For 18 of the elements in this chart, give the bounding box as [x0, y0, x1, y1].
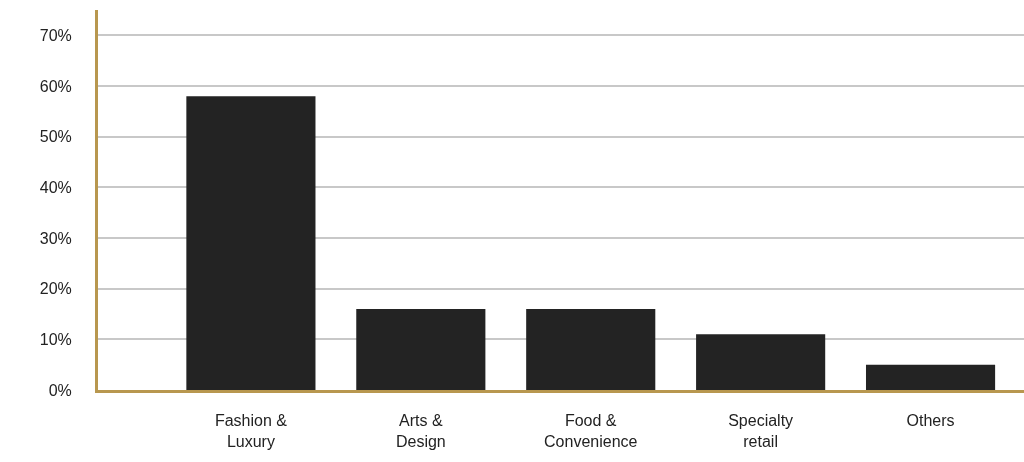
x-tick-label: Specialty retail [728, 412, 794, 450]
y-tick-label: 0% [48, 381, 72, 399]
x-tick-label: Food & Convenience [544, 412, 638, 450]
y-tick-label: 20% [39, 280, 72, 298]
bar [356, 308, 486, 390]
y-tick-label: 10% [39, 330, 72, 348]
x-tick-label: Fashion & Luxury [214, 412, 288, 450]
y-tick-label: 30% [39, 229, 72, 247]
y-tick-label: 40% [39, 178, 72, 196]
y-tick-label: 60% [39, 77, 72, 95]
bar [696, 334, 826, 390]
y-tick-label: 70% [39, 26, 72, 44]
bar [186, 96, 316, 390]
x-tick-label: Arts & Design [395, 412, 446, 450]
x-tick-label: Others [906, 412, 955, 430]
bar [526, 308, 656, 390]
y-tick-label: 50% [39, 128, 72, 146]
bar [865, 364, 996, 390]
